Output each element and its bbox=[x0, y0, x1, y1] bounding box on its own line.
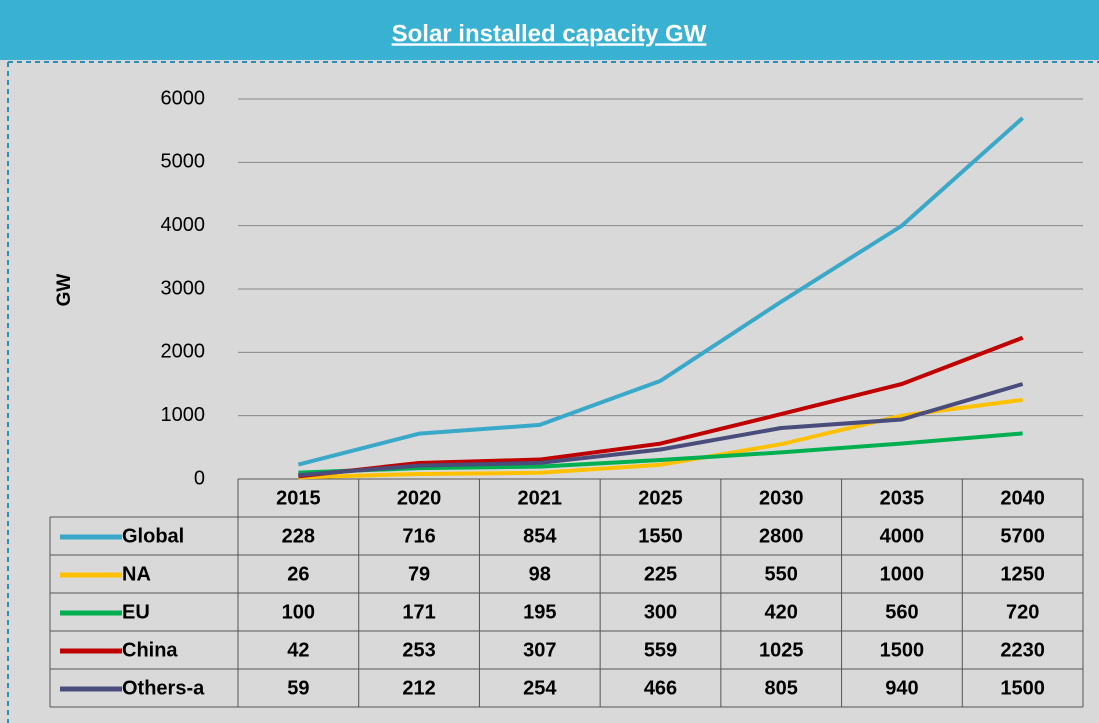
table-value: 225 bbox=[644, 563, 677, 585]
table-value: 720 bbox=[1006, 601, 1039, 623]
table-value: 26 bbox=[287, 563, 309, 585]
y-tick-label: 5000 bbox=[161, 151, 206, 173]
table-value: 854 bbox=[523, 525, 557, 547]
legend-label: Others-a bbox=[122, 677, 205, 699]
table-value: 1500 bbox=[1000, 677, 1045, 699]
table-value: 195 bbox=[523, 601, 556, 623]
legend-label: China bbox=[122, 639, 178, 661]
x-tick-label: 2035 bbox=[880, 487, 925, 509]
x-tick-label: 2020 bbox=[397, 487, 442, 509]
legend-label: EU bbox=[122, 601, 150, 623]
table-value: 2230 bbox=[1000, 639, 1045, 661]
legend-label: Global bbox=[122, 525, 184, 547]
series-line bbox=[297, 116, 1024, 467]
x-tick-label: 2025 bbox=[638, 487, 683, 509]
table-value: 307 bbox=[523, 639, 556, 661]
series-line bbox=[298, 382, 1024, 478]
x-tick-label: 2040 bbox=[1000, 487, 1045, 509]
y-tick-label: 1000 bbox=[161, 404, 206, 426]
table-value: 559 bbox=[644, 639, 677, 661]
table-value: 79 bbox=[408, 563, 430, 585]
y-tick-label: 6000 bbox=[161, 87, 206, 109]
table-value: 560 bbox=[885, 601, 918, 623]
table-value: 4000 bbox=[880, 525, 925, 547]
series-line bbox=[298, 397, 1023, 480]
table-value: 42 bbox=[287, 639, 309, 661]
table-value: 100 bbox=[282, 601, 315, 623]
table-value: 940 bbox=[885, 677, 918, 699]
y-tick-label: 4000 bbox=[161, 214, 206, 236]
chart-title: Solar installed capacity GW bbox=[392, 20, 707, 47]
table-value: 212 bbox=[402, 677, 435, 699]
table-value: 466 bbox=[644, 677, 677, 699]
table-value: 5700 bbox=[1000, 525, 1045, 547]
table-value: 1250 bbox=[1000, 563, 1045, 585]
legend-label: NA bbox=[122, 563, 151, 585]
table-value: 1000 bbox=[880, 563, 925, 585]
series-line bbox=[298, 335, 1024, 479]
table-value: 420 bbox=[765, 601, 798, 623]
table-value: 228 bbox=[282, 525, 315, 547]
table-value: 716 bbox=[402, 525, 435, 547]
y-axis-label: GW bbox=[54, 274, 75, 307]
table-value: 2800 bbox=[759, 525, 804, 547]
table-value: 550 bbox=[765, 563, 798, 585]
table-value: 1025 bbox=[759, 639, 804, 661]
table-value: 1500 bbox=[880, 639, 925, 661]
table-value: 300 bbox=[644, 601, 677, 623]
x-tick-label: 2015 bbox=[276, 487, 321, 509]
y-tick-label: 0 bbox=[194, 467, 205, 489]
series-line bbox=[298, 431, 1023, 475]
table-value: 254 bbox=[523, 677, 557, 699]
y-tick-label: 3000 bbox=[161, 277, 206, 299]
y-tick-label: 2000 bbox=[161, 341, 206, 363]
table-value: 805 bbox=[765, 677, 798, 699]
table-value: 171 bbox=[402, 601, 435, 623]
x-tick-label: 2030 bbox=[759, 487, 804, 509]
table-value: 59 bbox=[287, 677, 309, 699]
table-value: 98 bbox=[529, 563, 551, 585]
table-value: 1550 bbox=[638, 525, 683, 547]
header-bar bbox=[0, 0, 1099, 60]
x-tick-label: 2021 bbox=[518, 487, 563, 509]
table-value: 253 bbox=[402, 639, 435, 661]
